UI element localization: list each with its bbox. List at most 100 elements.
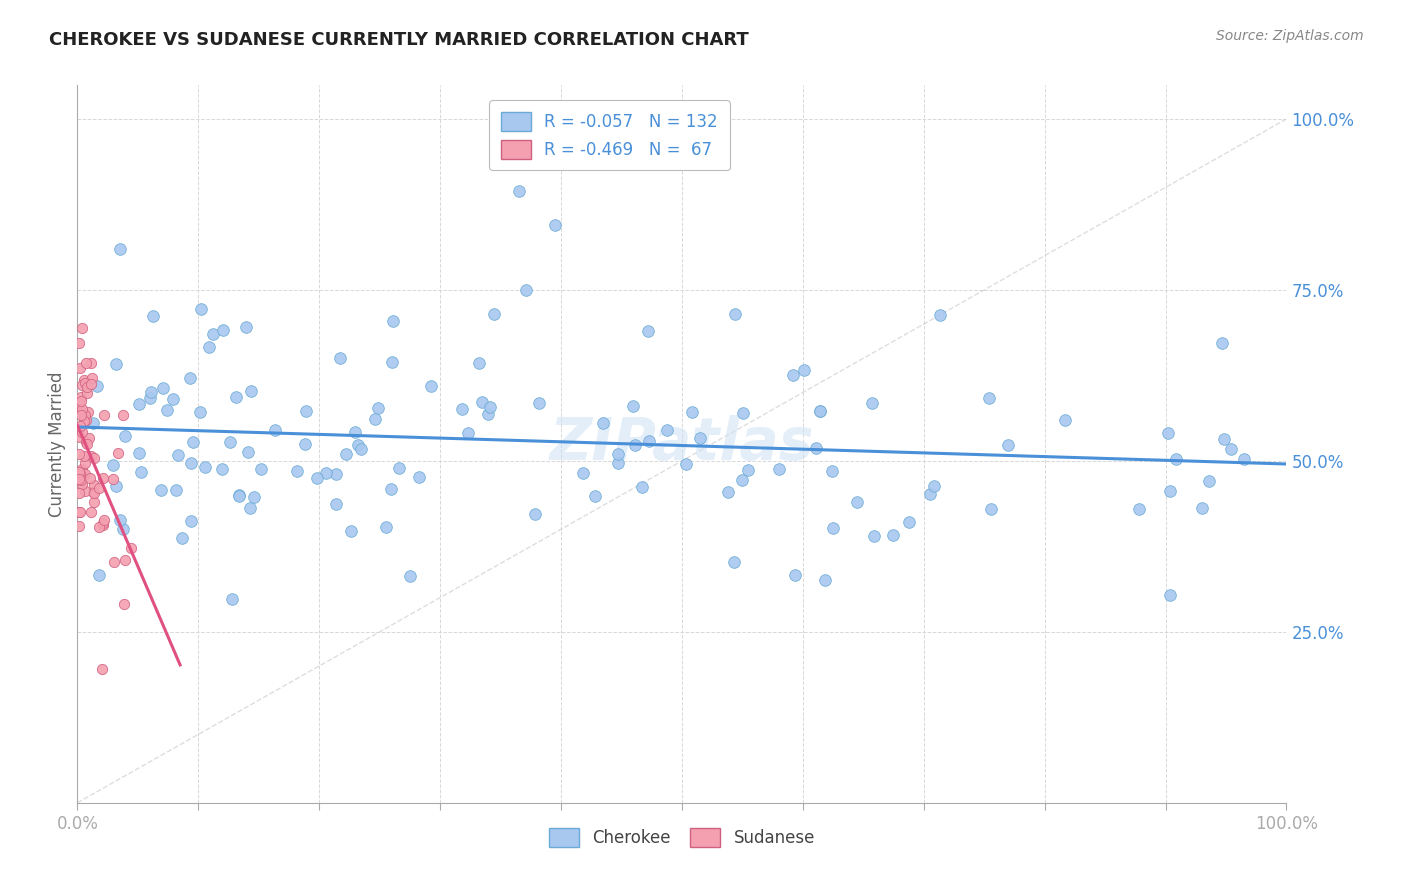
Point xyxy=(90,662,112,677)
Point xyxy=(375,520,398,534)
Point xyxy=(76,386,98,401)
Point xyxy=(73,409,96,423)
Point xyxy=(75,356,97,370)
Point xyxy=(69,419,91,434)
Point xyxy=(69,467,91,482)
Point xyxy=(150,483,173,497)
Point xyxy=(723,555,745,569)
Point xyxy=(814,573,837,587)
Point xyxy=(152,381,174,395)
Point xyxy=(524,507,547,521)
Point xyxy=(104,479,127,493)
Point xyxy=(82,416,104,430)
Point xyxy=(457,426,479,441)
Point xyxy=(325,467,347,482)
Point xyxy=(388,460,411,475)
Point xyxy=(108,242,131,256)
Point xyxy=(83,478,105,492)
Point xyxy=(918,487,941,501)
Point xyxy=(114,553,136,567)
Point xyxy=(467,356,489,370)
Point xyxy=(180,514,202,528)
Point xyxy=(808,404,831,418)
Point xyxy=(264,423,287,437)
Point xyxy=(350,442,373,457)
Point xyxy=(806,441,828,455)
Point xyxy=(104,357,127,371)
Text: ZIPatlas: ZIPatlas xyxy=(550,416,814,472)
Point xyxy=(768,462,790,476)
Point xyxy=(1212,432,1234,446)
Point xyxy=(76,437,98,451)
Point xyxy=(733,406,755,420)
Point xyxy=(572,467,595,481)
Point xyxy=(188,405,211,419)
Point xyxy=(782,368,804,382)
Point xyxy=(1191,500,1213,515)
Point xyxy=(898,516,921,530)
Point xyxy=(69,390,91,404)
Point xyxy=(1211,336,1233,351)
Point xyxy=(67,422,90,436)
Point xyxy=(846,494,869,508)
Point xyxy=(93,513,115,527)
Point xyxy=(141,384,163,399)
Point xyxy=(67,336,90,351)
Point xyxy=(101,458,124,472)
Point xyxy=(219,435,242,450)
Point xyxy=(110,513,132,527)
Point xyxy=(80,377,103,392)
Point xyxy=(156,402,179,417)
Point xyxy=(793,362,815,376)
Point xyxy=(83,495,105,509)
Point xyxy=(202,326,225,341)
Point xyxy=(315,466,337,480)
Point xyxy=(380,482,402,496)
Point xyxy=(592,416,614,430)
Point xyxy=(821,464,844,478)
Point xyxy=(67,402,90,417)
Point xyxy=(67,505,90,519)
Point xyxy=(508,184,530,198)
Point xyxy=(731,473,754,487)
Point xyxy=(194,459,217,474)
Point xyxy=(91,471,114,485)
Point xyxy=(681,405,703,419)
Point xyxy=(111,408,134,422)
Point xyxy=(638,434,661,449)
Legend: Cherokee, Sudanese: Cherokee, Sudanese xyxy=(540,820,824,855)
Point xyxy=(70,394,93,409)
Point xyxy=(1157,425,1180,440)
Point xyxy=(128,446,150,460)
Point xyxy=(606,456,628,470)
Point xyxy=(114,429,136,443)
Point xyxy=(69,430,91,444)
Point xyxy=(980,501,1002,516)
Point xyxy=(77,405,100,419)
Point xyxy=(228,488,250,502)
Point xyxy=(70,402,93,417)
Point xyxy=(80,371,103,385)
Text: Source: ZipAtlas.com: Source: ZipAtlas.com xyxy=(1216,29,1364,43)
Point xyxy=(70,425,93,440)
Point xyxy=(73,467,96,481)
Point xyxy=(228,489,250,503)
Point xyxy=(77,431,100,445)
Point xyxy=(72,414,94,428)
Point xyxy=(167,448,190,462)
Point xyxy=(808,404,831,418)
Point xyxy=(364,412,387,426)
Point xyxy=(69,474,91,488)
Point xyxy=(235,319,257,334)
Point xyxy=(929,309,952,323)
Point xyxy=(93,409,115,423)
Point xyxy=(420,379,443,393)
Point xyxy=(381,355,404,369)
Point xyxy=(242,490,264,504)
Point xyxy=(69,360,91,375)
Point xyxy=(238,445,260,459)
Point xyxy=(821,521,844,535)
Point xyxy=(225,390,247,404)
Point xyxy=(398,568,420,582)
Point xyxy=(307,471,329,485)
